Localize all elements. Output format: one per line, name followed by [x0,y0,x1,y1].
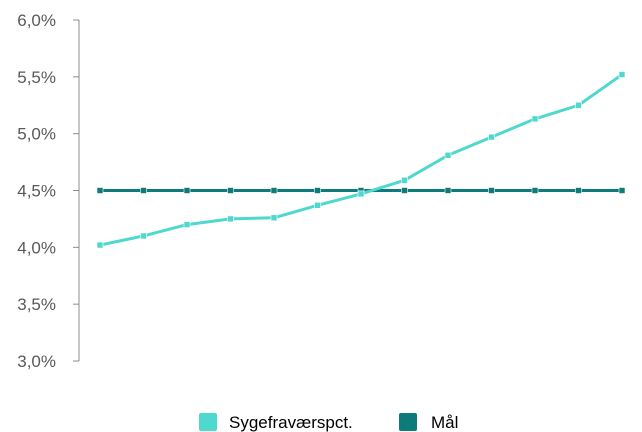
legend-item-sygefrav-rspct: Sygefraværspct. [199,413,353,432]
data-point [140,232,147,240]
data-point [183,187,191,194]
y-axis: 6,0% 5,5% 5,0% 4,5% 4,0% 3,5% 3,0% [17,11,80,371]
data-point [140,187,147,194]
data-point [183,221,191,228]
data-point [575,101,582,109]
plot-area [96,71,626,249]
y-tick-label: 5,0% [17,125,56,144]
data-point [618,71,626,78]
legend: Sygefraværspct. Mål [199,413,458,432]
data-point [444,151,452,159]
data-point [357,190,365,198]
series-line [98,73,624,247]
y-tick-label: 3,0% [17,352,56,371]
y-tick-label: 6,0% [17,11,56,30]
data-point [96,241,104,249]
legend-item-ma-l: Mål [399,413,458,432]
data-point [488,133,495,141]
data-point [314,187,321,194]
data-point [401,187,408,194]
data-point [488,187,495,194]
data-point [401,176,408,184]
data-point [444,187,452,194]
data-point [96,187,104,194]
data-point [227,187,234,194]
data-point [618,187,626,194]
data-point [270,187,278,194]
legend-label: Sygefraværspct. [229,413,353,432]
y-tick-label: 5,5% [17,68,56,87]
data-point [314,201,321,209]
data-point [531,187,539,194]
data-point [270,214,278,222]
y-tick-label: 4,0% [17,238,56,257]
data-point [531,115,539,123]
series-ma-l [96,187,626,194]
legend-swatch [199,413,217,431]
legend-swatch [399,413,417,431]
y-tick-label: 3,5% [17,295,56,314]
data-point [227,215,234,223]
y-tick-label: 4,5% [17,182,56,201]
data-point [575,187,582,194]
legend-label: Mål [431,413,458,432]
series-sygefrav-rspct [96,71,626,249]
